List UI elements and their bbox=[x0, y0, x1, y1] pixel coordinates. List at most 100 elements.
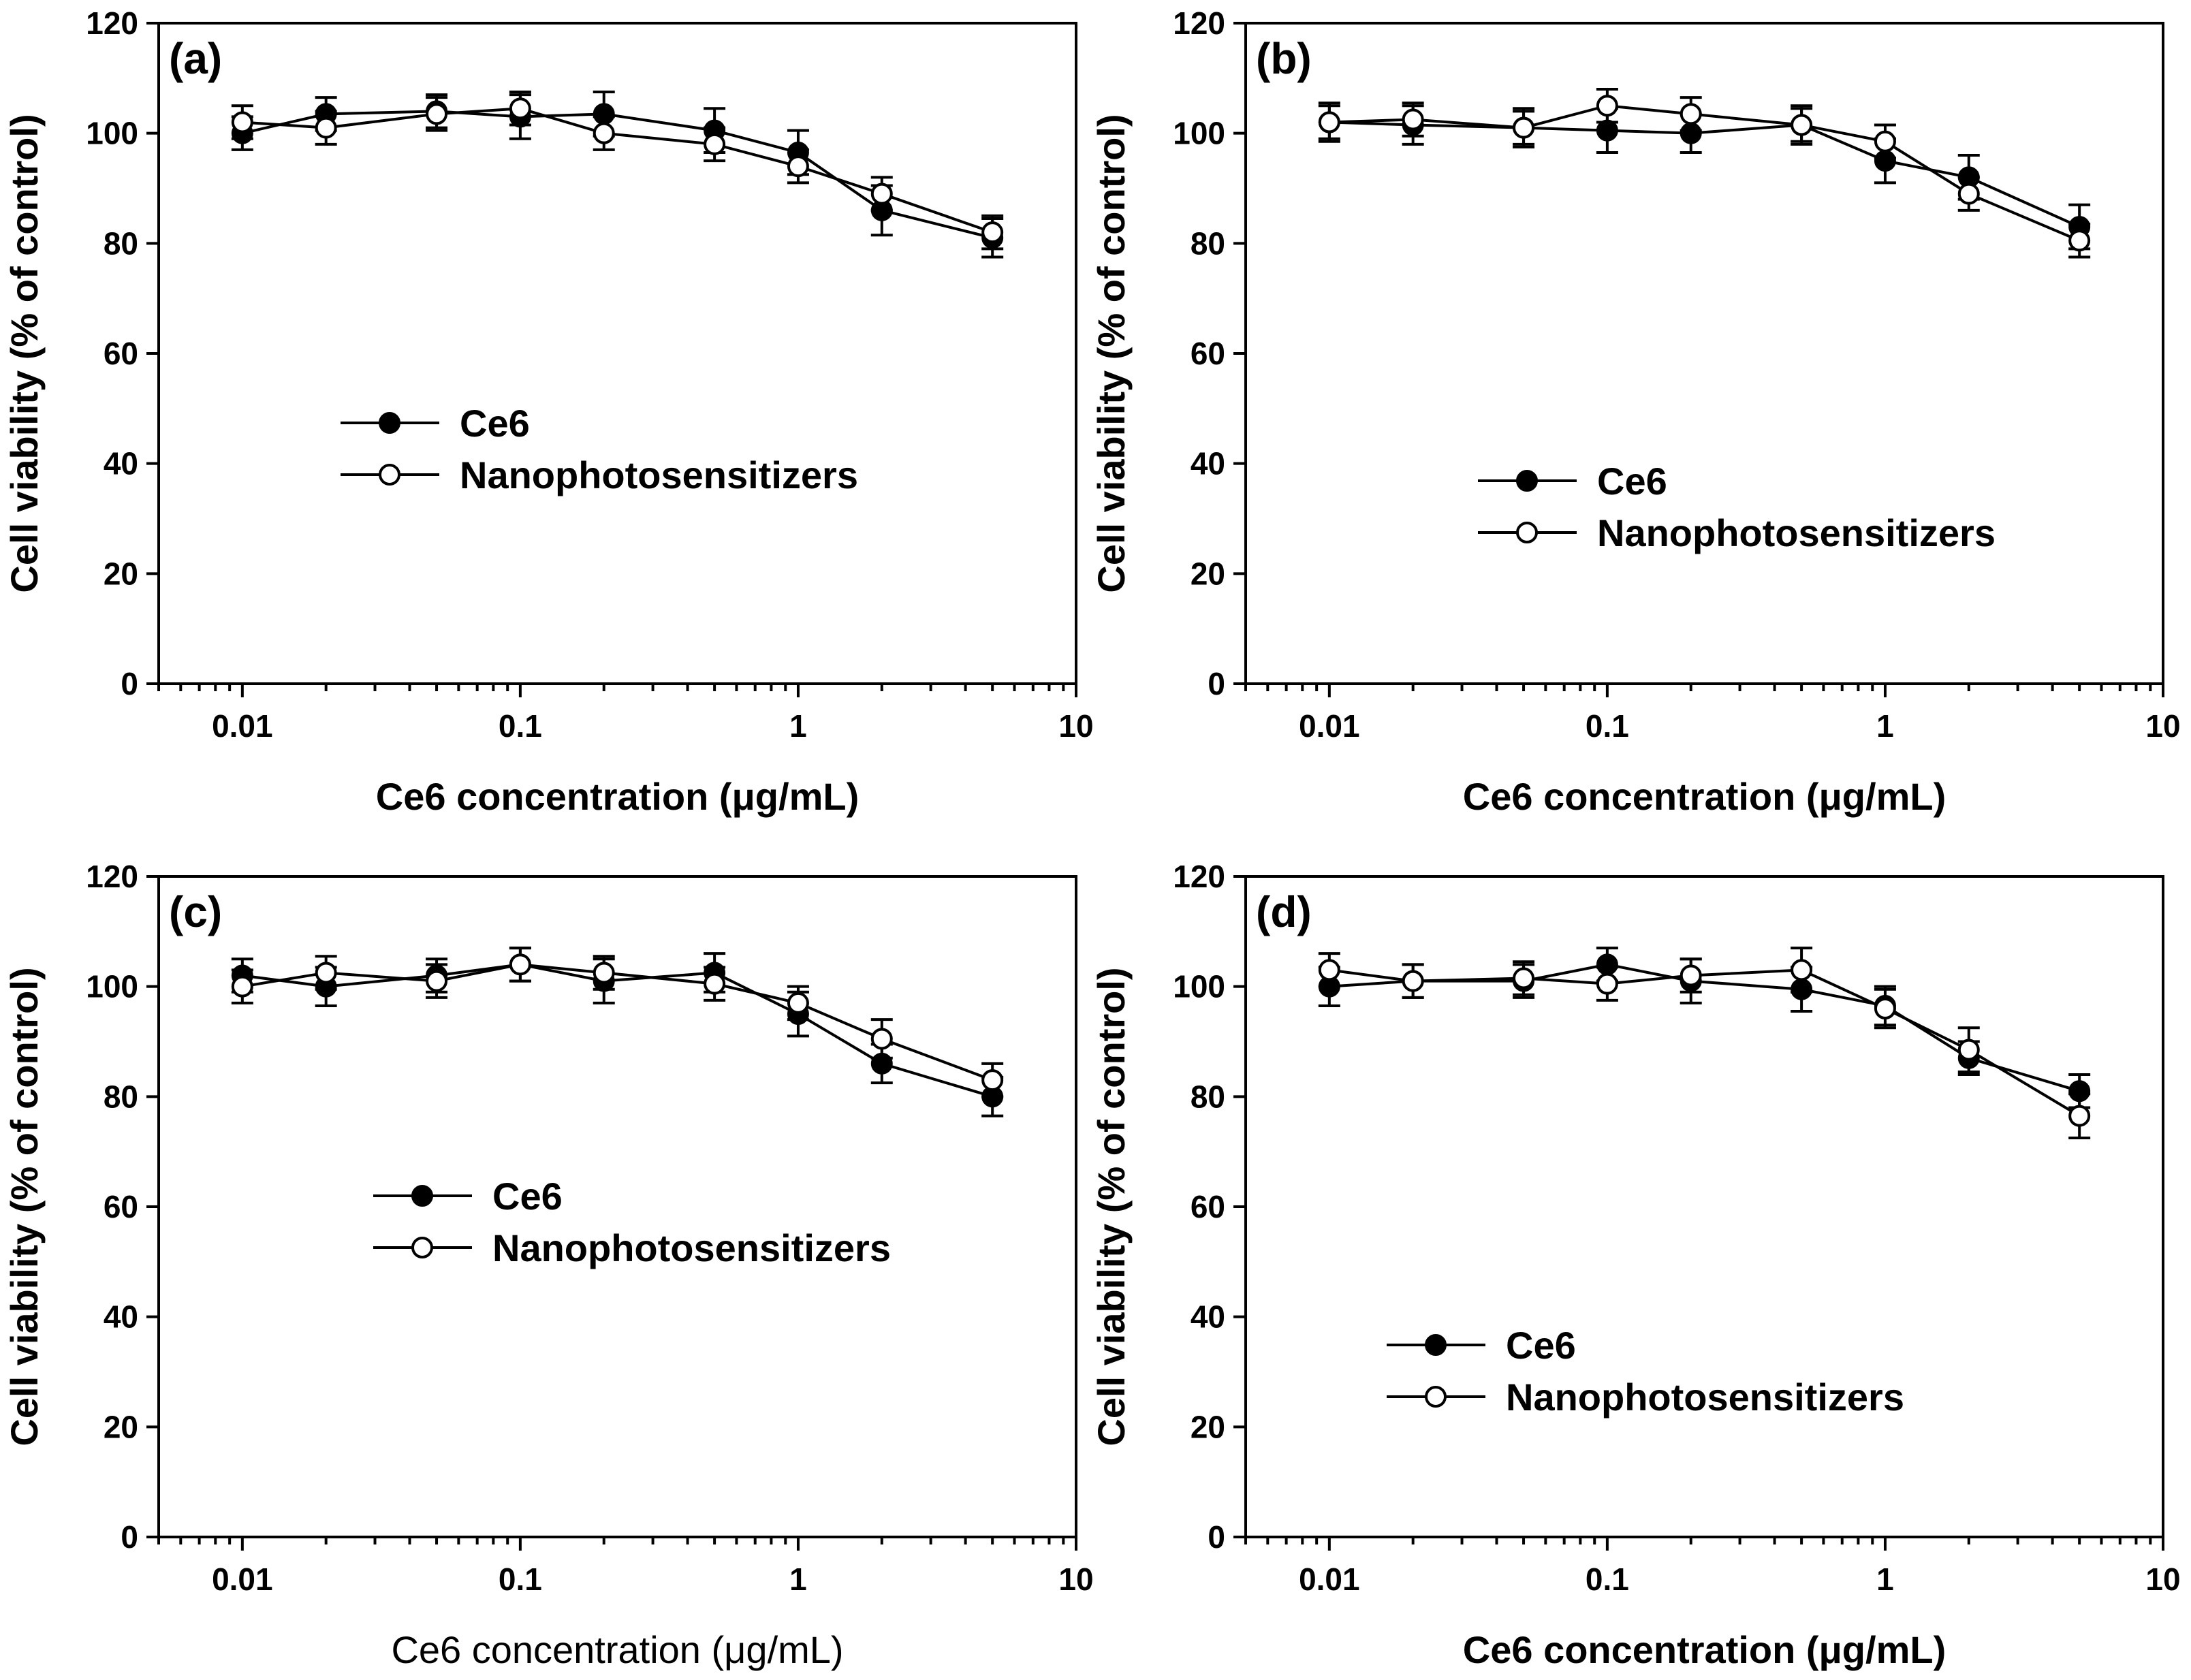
legend-label: Nanophotosensitizers bbox=[460, 454, 858, 496]
legend-marker bbox=[1516, 522, 1538, 543]
y-tick-label: 80 bbox=[1191, 1079, 1225, 1114]
y-axis-title: Cell viability (% of control) bbox=[3, 114, 46, 592]
plot-frame bbox=[157, 875, 1077, 1538]
legend-label: Ce6 bbox=[1506, 1324, 1576, 1367]
y-tick-label: 20 bbox=[104, 556, 138, 591]
x-tick-label: 10 bbox=[2145, 1562, 2180, 1597]
x-tick-label: 10 bbox=[1058, 1562, 1093, 1597]
legend: Ce6 Nanophotosensitizers bbox=[373, 1175, 891, 1269]
x-tick-label: 0.1 bbox=[1586, 708, 1629, 744]
legend-marker bbox=[411, 1185, 433, 1207]
data-point bbox=[981, 221, 1004, 244]
chart-panel-d: 0 20 40 60 80 100 120 0.01 0.1 1 10 Ce6 concentrati… bbox=[1090, 859, 2181, 1671]
data-point bbox=[1318, 959, 1340, 981]
series-ce6 bbox=[231, 91, 1004, 259]
legend-marker bbox=[1425, 1334, 1447, 1356]
series-nanophotosensitizers bbox=[231, 91, 1004, 251]
x-axis-title: Ce6 concentration (μg/mL) bbox=[376, 775, 859, 818]
data-point bbox=[426, 103, 448, 125]
legend-label: Ce6 bbox=[492, 1175, 563, 1218]
data-point bbox=[1513, 967, 1535, 989]
data-point bbox=[1874, 998, 1896, 1019]
legend-label: Ce6 bbox=[1597, 460, 1667, 503]
series-nanophotosensitizers bbox=[1318, 947, 2091, 1139]
y-tick-label: 120 bbox=[1173, 5, 1225, 41]
plot-frame bbox=[1244, 22, 2164, 685]
data-point bbox=[870, 183, 893, 205]
y-tick-label: 40 bbox=[104, 446, 138, 481]
data-point bbox=[704, 972, 726, 995]
legend: Ce6 Nanophotosensitizers bbox=[1387, 1324, 1904, 1419]
data-point bbox=[1402, 108, 1424, 131]
legend-marker bbox=[1425, 1386, 1447, 1408]
data-point bbox=[1957, 1039, 1980, 1061]
legend-label: Nanophotosensitizers bbox=[492, 1226, 891, 1269]
x-tick-label: 0.1 bbox=[499, 708, 542, 744]
data-point bbox=[231, 975, 253, 998]
y-tick-label: 20 bbox=[104, 1409, 138, 1444]
y-tick-label: 100 bbox=[86, 969, 138, 1004]
data-point bbox=[1957, 183, 1980, 205]
data-point bbox=[315, 116, 337, 139]
data-point bbox=[2068, 1105, 2091, 1127]
x-tick-label: 0.01 bbox=[1299, 708, 1360, 744]
data-point bbox=[1402, 970, 1424, 992]
data-point bbox=[593, 122, 615, 144]
y-tick-label: 40 bbox=[1191, 446, 1225, 481]
x-tick-label: 10 bbox=[1058, 708, 1093, 744]
chart-panel-c: 0 20 40 60 80 100 120 0.01 0.1 1 10 Ce6 concentrati… bbox=[3, 859, 1094, 1671]
x-tick-label: 0.01 bbox=[212, 708, 273, 744]
legend: Ce6 Nanophotosensitizers bbox=[1478, 460, 1996, 554]
legend-marker bbox=[1516, 470, 1538, 492]
y-tick-label: 60 bbox=[104, 1189, 138, 1224]
y-tick-label: 20 bbox=[1191, 556, 1225, 591]
data-point bbox=[231, 111, 253, 133]
y-tick-label: 80 bbox=[104, 1079, 138, 1114]
y-axis-title: Cell viability (% of control) bbox=[3, 967, 46, 1446]
chart-panel-b: 0 20 40 60 80 100 120 0.01 0.1 1 10 Ce6 concentrati… bbox=[1090, 5, 2181, 818]
x-tick-label: 0.01 bbox=[212, 1562, 273, 1597]
y-tick-label: 120 bbox=[86, 5, 138, 41]
legend-marker bbox=[411, 1237, 433, 1258]
y-axis-title: Cell viability (% of control) bbox=[1090, 967, 1133, 1446]
x-axis-title: Ce6 concentration (μg/mL) bbox=[1463, 775, 1946, 818]
panel-label: (b) bbox=[1256, 34, 1312, 83]
data-point bbox=[1874, 130, 1896, 153]
x-tick-label: 0.01 bbox=[1299, 1562, 1360, 1597]
legend-label: Nanophotosensitizers bbox=[1506, 1376, 1904, 1419]
series-nanophotosensitizers bbox=[1318, 88, 2091, 259]
legend-label: Nanophotosensitizers bbox=[1597, 511, 1996, 554]
data-point bbox=[1680, 964, 1702, 987]
data-point bbox=[981, 1069, 1004, 1092]
x-axis-title: Ce6 concentration (μg/mL) bbox=[391, 1628, 843, 1671]
y-tick-label: 0 bbox=[1208, 1519, 1225, 1555]
y-tick-label: 0 bbox=[1208, 666, 1225, 701]
y-tick-label: 100 bbox=[86, 116, 138, 151]
y-axis-title: Cell viability (% of control) bbox=[1090, 114, 1133, 592]
y-tick-label: 40 bbox=[1191, 1299, 1225, 1335]
data-point bbox=[787, 992, 809, 1014]
y-tick-label: 40 bbox=[104, 1299, 138, 1335]
legend-marker bbox=[379, 412, 400, 434]
chart-panel-a: 0 20 40 60 80 100 120 0.01 0.1 1 10 Ce6 concentrati… bbox=[3, 5, 1094, 818]
x-tick-label: 1 bbox=[1876, 708, 1894, 744]
x-tick-label: 1 bbox=[789, 1562, 807, 1597]
data-point bbox=[1513, 116, 1535, 139]
panel-label: (c) bbox=[169, 887, 222, 936]
y-tick-label: 120 bbox=[1173, 859, 1225, 894]
legend-label: Ce6 bbox=[460, 402, 530, 445]
data-point bbox=[509, 953, 531, 976]
data-point bbox=[593, 962, 615, 984]
panel-label: (d) bbox=[1256, 887, 1312, 936]
x-tick-label: 0.1 bbox=[499, 1562, 542, 1597]
x-tick-label: 1 bbox=[1876, 1562, 1894, 1597]
x-axis-title: Ce6 concentration (μg/mL) bbox=[1463, 1628, 1946, 1671]
y-tick-label: 60 bbox=[1191, 1189, 1225, 1224]
data-point bbox=[315, 962, 337, 984]
data-point bbox=[1596, 119, 1618, 142]
y-tick-label: 120 bbox=[86, 859, 138, 894]
data-point bbox=[787, 155, 809, 178]
y-tick-label: 80 bbox=[104, 225, 138, 261]
y-tick-label: 0 bbox=[121, 1519, 138, 1555]
